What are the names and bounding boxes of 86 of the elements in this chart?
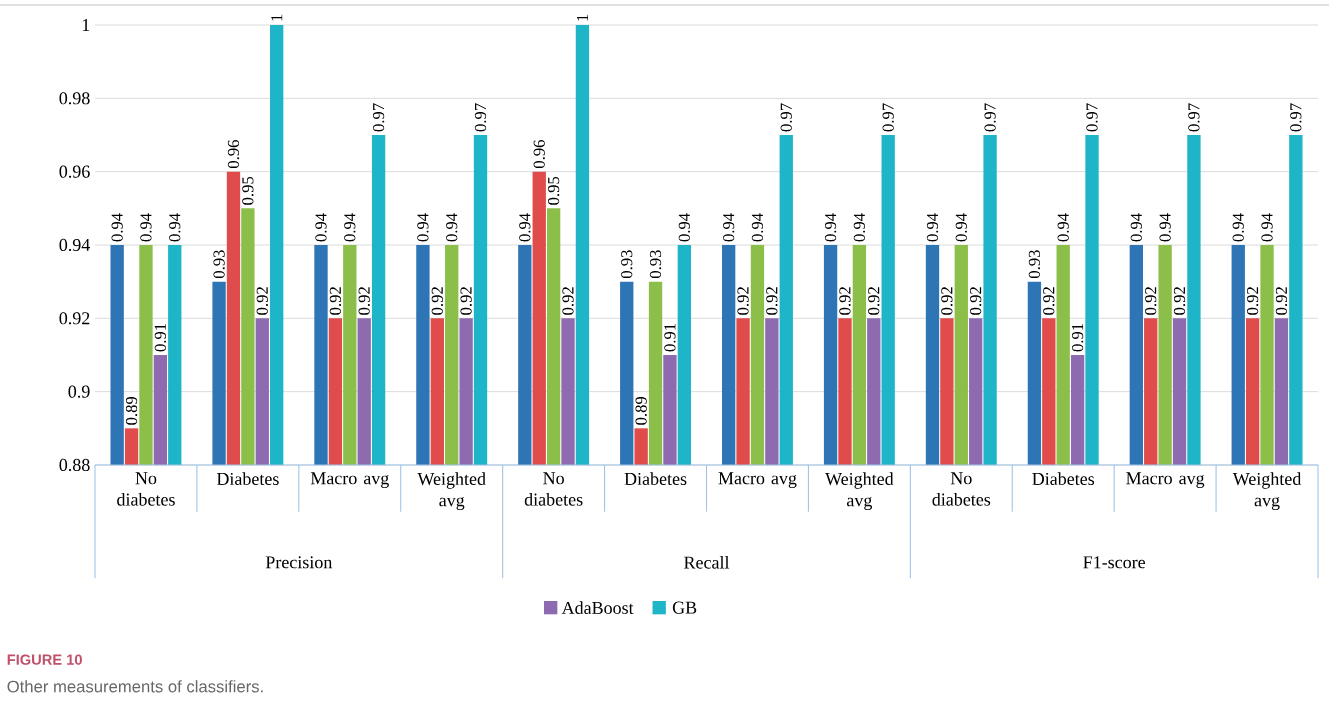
data-label: 0.96 [533, 140, 545, 169]
x-tick-label: No diabetes [117, 472, 175, 506]
data-label: 0.94 [1159, 213, 1171, 242]
data-label: 0.94 [1261, 213, 1273, 242]
x-tick-label: Weighted avg [417, 472, 486, 511]
y-tick-label: 0.9 [68, 385, 90, 398]
data-label: 0.94 [519, 213, 531, 242]
data-label: 0.92 [970, 287, 982, 315]
data-label: 0.92 [1043, 287, 1055, 315]
data-label: 0.94 [446, 213, 458, 242]
x-tick-label: Diabetes [1032, 472, 1095, 486]
x-tick-label: Diabetes [216, 472, 279, 486]
data-label: 1 [271, 14, 283, 21]
data-label: 0.94 [824, 213, 837, 242]
data-label: 0.94 [723, 213, 735, 242]
data-label: 0.95 [547, 176, 560, 205]
data-label: 0.92 [358, 287, 370, 315]
data-label: 0.93 [1028, 250, 1041, 279]
data-label: 0.94 [955, 213, 967, 242]
data-label: 0.89 [635, 396, 647, 425]
data-label: 0.94 [1232, 213, 1244, 242]
data-label: 0.92 [737, 287, 749, 315]
data-label: 0.94 [678, 213, 690, 242]
data-label: 0.92 [562, 287, 574, 315]
text: Other measurements of classifiers. [7, 680, 263, 693]
data-label: 0.94 [417, 213, 429, 242]
x-tick-label: No diabetes [932, 472, 991, 506]
data-label: 0.94 [1130, 213, 1142, 242]
x-tick-label: Macro avg [1126, 472, 1205, 489]
x-tick-label: Macro avg [718, 472, 797, 489]
data-label: 0.97 [372, 103, 385, 132]
data-label: 0.92 [431, 287, 443, 315]
data-label: 0.89 [125, 396, 138, 425]
data-label: 0.91 [664, 323, 676, 352]
data-label: 0.94 [344, 213, 356, 242]
data-label: 0.92 [868, 287, 880, 315]
x-tick-label: Macro avg [310, 472, 389, 489]
data-label: 0.92 [460, 287, 472, 315]
legend-label: AdaBoost [561, 601, 634, 614]
data-label: 0.92 [329, 287, 342, 315]
data-label: 0.97 [1188, 103, 1200, 132]
data-label: 1 [576, 14, 588, 21]
data-label: 0.94 [111, 213, 123, 242]
data-label: 0.94 [751, 213, 764, 242]
data-label: 0.96 [227, 140, 240, 169]
y-tick-label: 0.94 [59, 238, 91, 252]
data-label: 0.94 [315, 213, 327, 242]
data-label: 0.94 [169, 213, 181, 242]
data-label: 0.92 [1246, 287, 1259, 315]
data-label: 0.92 [1173, 287, 1186, 315]
data-label: 0.94 [853, 213, 866, 242]
y-tick-label: 1 [82, 19, 90, 31]
x-tick-label: No diabetes [524, 472, 583, 506]
data-label: 0.94 [140, 213, 152, 242]
data-label: 0.92 [766, 287, 778, 315]
data-label: 0.94 [926, 213, 939, 242]
x-tick-label: Diabetes [624, 472, 687, 486]
caption: FIGURE 10 [7, 654, 82, 665]
data-label: 0.93 [213, 250, 225, 279]
data-label: 0.97 [780, 103, 792, 132]
y-tick-label: 0.92 [59, 312, 90, 325]
data-label: 0.93 [649, 250, 662, 279]
y-tick-label: 0.98 [59, 92, 90, 105]
data-label: 0.91 [1071, 323, 1084, 352]
text: Recall [684, 555, 730, 569]
y-tick-label: 0.88 [59, 458, 90, 472]
data-label: 0.95 [242, 176, 254, 205]
data-label: 0.94 [1057, 213, 1069, 242]
x-tick-label: Weighted avg [825, 472, 894, 511]
data-label: 0.97 [984, 103, 996, 132]
data-label: 0.93 [621, 250, 633, 279]
y-tick-label: 0.96 [59, 165, 90, 178]
text: Precision [265, 556, 333, 569]
data-label: 0.97 [1086, 103, 1098, 132]
data-label: 0.92 [256, 287, 268, 315]
text: F1-score [1083, 556, 1146, 569]
data-label: 0.92 [839, 287, 851, 315]
data-label: 0.97 [474, 103, 487, 132]
data-label: 0.92 [1275, 287, 1288, 315]
data-label: 0.91 [154, 323, 167, 352]
data-label: 0.92 [1145, 287, 1157, 315]
x-tick-label: Weighted avg [1232, 472, 1302, 511]
data-label: 0.92 [941, 287, 953, 315]
legend-label: GB [672, 601, 697, 614]
data-label: 0.97 [1290, 103, 1302, 132]
data-label: 0.97 [882, 103, 894, 132]
